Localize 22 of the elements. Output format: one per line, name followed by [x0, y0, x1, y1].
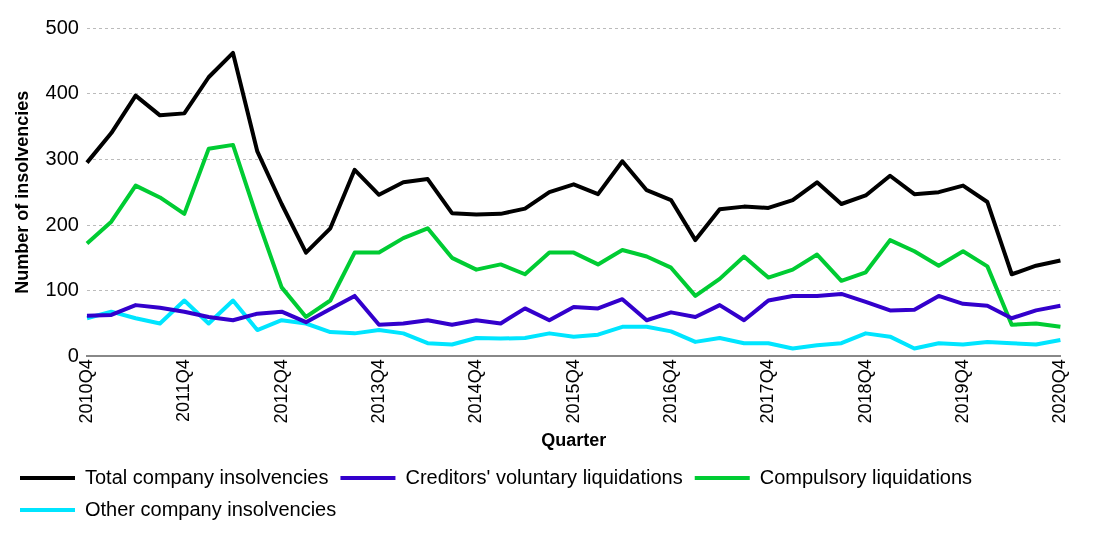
- x-axis-title: Quarter: [541, 430, 607, 451]
- x-tick-label: 2018Q4: [854, 359, 875, 424]
- legend-label: Compulsory liquidations: [759, 465, 973, 488]
- x-tick-label: 2016Q4: [660, 359, 680, 424]
- x-tick-label: 2012Q4: [270, 359, 291, 424]
- y-tick-label: 100: [45, 278, 79, 301]
- legend-label: Total company insolvencies: [85, 465, 329, 488]
- y-tick-label: 0: [67, 343, 79, 366]
- x-tick-label: 2015Q4: [562, 359, 583, 424]
- legend-label: Other company insolvencies: [85, 497, 337, 520]
- y-tick-label: 200: [45, 212, 79, 235]
- x-tick-label: 2019Q4: [952, 359, 973, 424]
- x-tick-label: 2014Q4: [465, 359, 486, 424]
- y-tick-label: 400: [45, 81, 79, 104]
- x-tick-label: 2013Q4: [367, 359, 388, 424]
- x-tick-label: 2020Q4: [1049, 359, 1070, 424]
- x-tick-label: 2011Q4: [173, 359, 194, 423]
- legend-label: Creditors' voluntary liquidations: [405, 465, 683, 488]
- x-tick-label: 2017Q4: [757, 359, 778, 424]
- y-tick-label: 500: [45, 15, 79, 38]
- y-axis-title: Number of insolvencies: [11, 90, 32, 294]
- y-tick-label: 300: [45, 146, 79, 169]
